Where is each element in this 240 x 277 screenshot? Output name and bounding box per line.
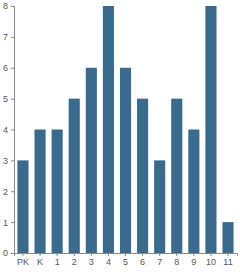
x-tick: 8: [174, 253, 179, 267]
chart: 0 1 2 3 4 5 6 7 8 PK K 1 2 3 4 5 6 7 8 9 10 11: [0, 0, 240, 277]
y-tick-label: 1: [3, 218, 8, 228]
bar: [205, 6, 216, 253]
x-tick-label: 5: [123, 257, 128, 267]
bar: [188, 130, 199, 254]
y-axis: 0 1 2 3 4 5 6 7 8: [3, 1, 15, 258]
y-tick: 6: [3, 63, 14, 73]
x-axis-line: [15, 254, 238, 257]
y-tick-line: [11, 130, 14, 131]
x-tick-line: [125, 253, 126, 256]
y-tick: 3: [3, 156, 14, 166]
y-tick: 4: [3, 125, 14, 135]
x-tick-line: [193, 253, 194, 256]
x-tick-label: 3: [89, 257, 94, 267]
x-tick-label: 11: [223, 257, 232, 267]
x-tick-line: [57, 253, 58, 256]
x-tick: 1: [55, 253, 60, 267]
x-tick-line: [40, 253, 41, 256]
bar: [69, 99, 80, 253]
y-tick-label: 4: [3, 125, 8, 135]
x-tick-line: [108, 253, 109, 256]
x-tick: K: [37, 253, 43, 267]
y-tick-line: [11, 253, 14, 254]
x-tick: PK: [17, 253, 29, 267]
bars: [17, 6, 233, 253]
x-tick-label: 7: [157, 257, 162, 267]
plot: 0 1 2 3 4 5 6 7 8 PK K 1 2 3 4 5 6 7 8 9 10 11: [3, 1, 238, 267]
x-tick-label: 1: [55, 257, 60, 267]
bar: [103, 6, 114, 253]
x-tick: 2: [72, 253, 77, 267]
y-tick-label: 0: [3, 248, 8, 258]
x-tick-label: 4: [106, 257, 111, 267]
y-tick-line: [11, 222, 14, 223]
x-tick-label: K: [37, 257, 43, 267]
x-tick-label: 6: [140, 257, 145, 267]
y-tick-line: [11, 68, 14, 69]
y-tick-label: 6: [3, 63, 8, 73]
x-tick: 11: [223, 253, 232, 267]
x-tick-line: [22, 253, 23, 256]
y-tick-line: [11, 99, 14, 100]
y-tick-label: 2: [3, 187, 8, 197]
x-tick: 10: [206, 253, 216, 267]
y-tick-label: 8: [3, 1, 8, 11]
x-tick-label: 10: [206, 257, 216, 267]
x-tick-line: [176, 253, 177, 256]
x-tick: 5: [123, 253, 128, 267]
y-tick-line: [11, 191, 14, 192]
x-tick-line: [159, 253, 160, 256]
x-tick: 4: [106, 253, 111, 267]
x-tick: 3: [89, 253, 94, 267]
bar: [86, 68, 97, 253]
x-tick-line: [210, 253, 211, 256]
y-tick: 5: [3, 94, 14, 104]
x-tick-label: 8: [174, 257, 179, 267]
y-tick-label: 3: [3, 156, 8, 166]
y-tick: 8: [3, 1, 14, 11]
y-tick: 7: [3, 32, 14, 42]
x-tick-line: [74, 253, 75, 256]
bar: [17, 160, 28, 253]
bar: [120, 68, 131, 253]
y-tick: 0: [3, 248, 14, 258]
x-tick: 9: [191, 253, 196, 267]
y-tick-line: [11, 160, 14, 161]
bar: [137, 99, 148, 253]
x-tick: 6: [140, 253, 145, 267]
y-axis-line: [11, 7, 15, 254]
y-tick-label: 7: [3, 32, 8, 42]
bar: [222, 222, 233, 253]
x-tick-line: [91, 253, 92, 256]
x-tick-line: [228, 253, 229, 256]
y-tick-line: [11, 6, 14, 7]
x-tick-label: 2: [72, 257, 77, 267]
bar: [171, 99, 182, 253]
y-tick: 2: [3, 187, 14, 197]
x-tick-label: 9: [191, 257, 196, 267]
y-tick-label: 5: [3, 94, 8, 104]
bar: [52, 130, 63, 254]
bar: [35, 130, 46, 254]
x-axis: PK K 1 2 3 4 5 6 7 8 9 10 11: [15, 253, 238, 267]
x-tick: 7: [157, 253, 162, 267]
bar: [154, 160, 165, 253]
y-tick: 1: [3, 218, 14, 228]
x-tick-label: PK: [17, 257, 29, 267]
x-tick-line: [142, 253, 143, 256]
y-tick-line: [11, 37, 14, 38]
